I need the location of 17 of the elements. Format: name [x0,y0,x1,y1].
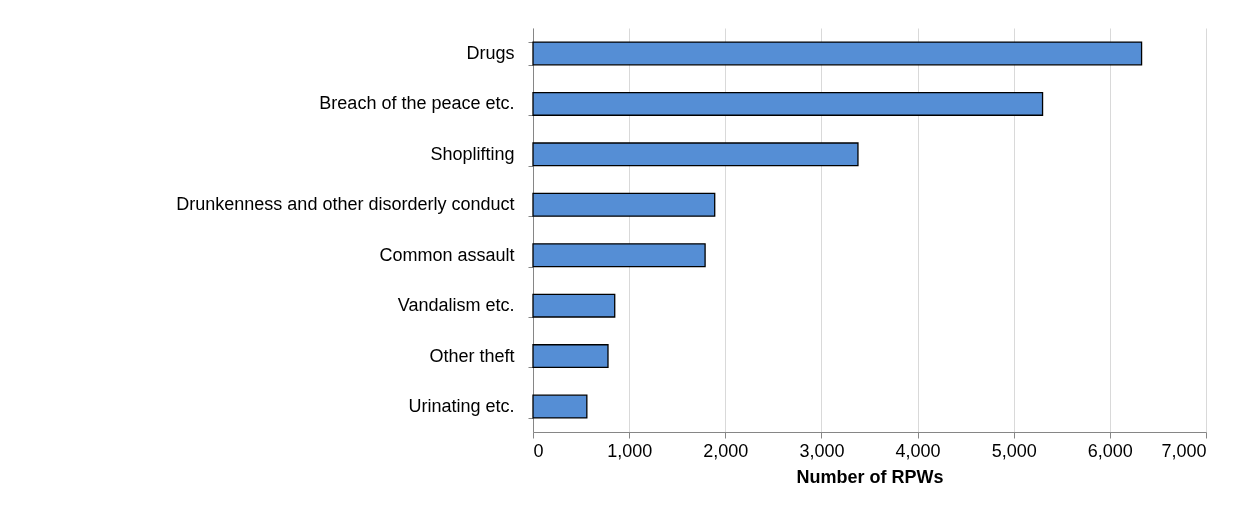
x-tick-label: 6,000 [1087,440,1133,461]
x-tick-label: 0 [533,440,544,461]
y-tick-label: Urinating etc. [408,396,515,417]
x-axis-title: Number of RPWs [796,466,944,487]
y-tick-label: Common assault [379,244,515,265]
y-tick-label: Drunkenness and other disorderly conduct [176,194,515,215]
x-tick-label: 4,000 [895,440,941,461]
y-tick-label: Vandalism etc. [397,295,515,316]
x-tick-label: 2,000 [703,440,749,461]
x-tick-label: 5,000 [991,440,1037,461]
x-tick-label: 7,000 [1161,440,1207,461]
y-tick-label: Other theft [429,345,515,366]
x-tick-label: 3,000 [799,440,845,461]
x-tick-label: 1,000 [607,440,653,461]
y-tick-label: Shoplifting [430,143,515,164]
y-tick-label: Breach of the peace etc. [319,93,515,114]
y-tick-label: Drugs [466,42,515,63]
